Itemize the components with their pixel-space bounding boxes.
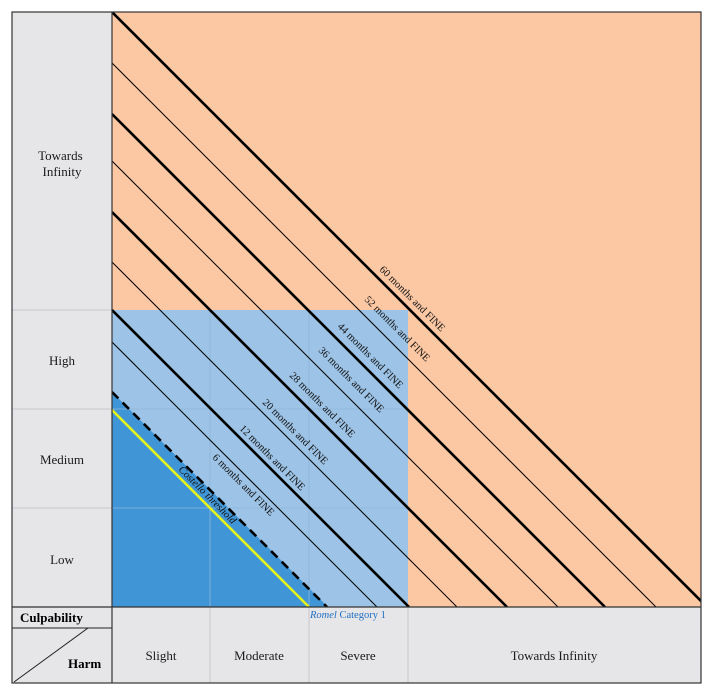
diag-52 [112, 62, 657, 607]
col-label-moderate: Moderate [234, 648, 284, 663]
col-label-towards-infinity: Towards Infinity [511, 648, 598, 663]
column-header-row [12, 607, 701, 683]
costello-threshold-line [111, 409, 310, 608]
corner-culpability: Culpability [20, 610, 83, 625]
col-label-severe: Severe [340, 648, 376, 663]
row-label-low: Low [50, 552, 74, 567]
row-label-towards-infinity-line2: Infinity [43, 164, 82, 179]
diag-44 [112, 113, 606, 607]
col-label-slight: Slight [145, 648, 176, 663]
diag-36 [112, 160, 559, 607]
diag-12 [112, 309, 410, 607]
diag-6 [112, 341, 378, 607]
category-label-rest: Category 1 [339, 610, 385, 621]
corner-harm: Harm [68, 656, 101, 671]
diag-60 [112, 12, 701, 603]
diag-28 [112, 211, 508, 607]
corner-divider [13, 627, 89, 683]
header-dividers [12, 309, 409, 683]
row-label-towards-infinity: Towards Infinity [38, 148, 86, 179]
row-label-medium: Medium [40, 452, 84, 467]
category-label-italic: Romel [309, 610, 337, 621]
row-label-towards-infinity-line1: Towards [38, 148, 83, 163]
row-label-high: High [49, 353, 76, 368]
outer-border [11, 11, 702, 684]
diag-20 [112, 261, 458, 607]
category-label: Romel Category 1 [309, 610, 386, 621]
diagonal-lines [112, 12, 701, 607]
diag-dashed [112, 391, 328, 607]
